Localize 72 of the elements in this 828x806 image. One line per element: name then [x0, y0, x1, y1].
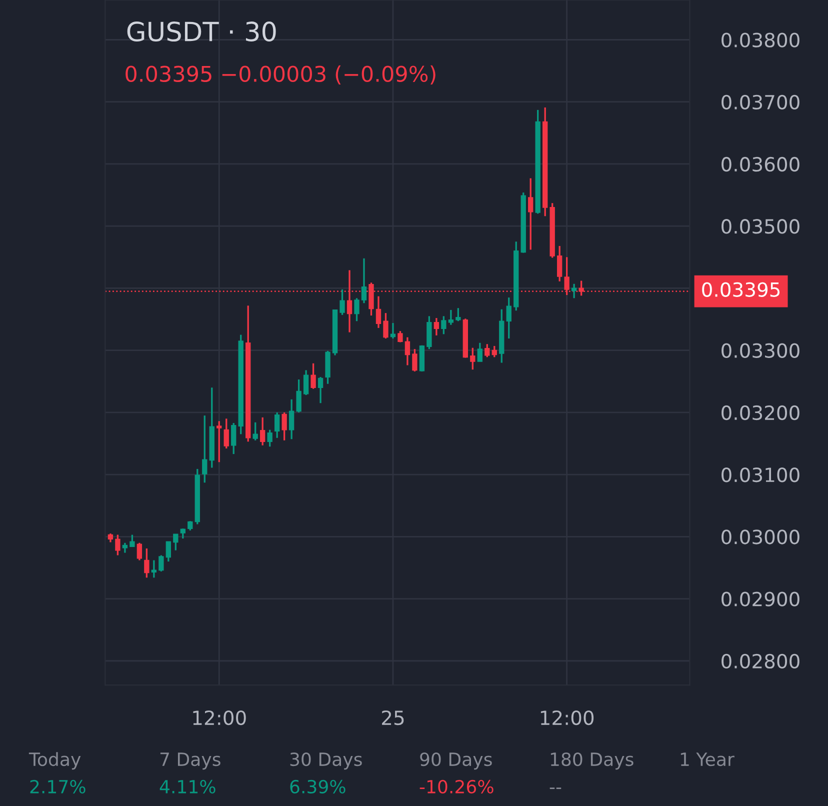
- candlestick: [260, 416, 266, 446]
- text: 4.11%: [160, 780, 216, 794]
- candlestick: [122, 542, 128, 554]
- candlestick: [506, 296, 512, 340]
- y-tick-label: 0.03300: [722, 343, 800, 358]
- candlestick: [231, 422, 236, 455]
- candlestick: [158, 554, 164, 572]
- candlestick: [115, 534, 120, 556]
- candlestick: [130, 534, 135, 548]
- candlestick: [441, 315, 446, 335]
- y-tick-label: 0.03600: [722, 156, 800, 172]
- y-tick-label: 0.03500: [722, 219, 800, 234]
- candlestick: [528, 177, 534, 251]
- candlestick: [404, 336, 410, 366]
- y-tick-label: 0.02800: [722, 654, 800, 669]
- text: 90 Days: [420, 752, 492, 770]
- candlestick: [361, 258, 367, 304]
- candlestick: [571, 283, 577, 299]
- y-tick-label: 0.03700: [722, 94, 800, 110]
- x-tick-label: 12:00: [540, 710, 594, 726]
- candlestick: [412, 348, 418, 372]
- text: 180 Days: [550, 752, 634, 770]
- candlestick: [477, 342, 482, 362]
- candlestick: [173, 533, 178, 552]
- ref-line-label: 0.03395: [702, 282, 780, 297]
- text: --: [550, 788, 562, 790]
- candlestick: [354, 297, 360, 322]
- y-tick-label: 0.03100: [722, 467, 800, 482]
- candlestick: [144, 548, 150, 578]
- text: 1 Year: [680, 752, 734, 766]
- candlestick: [136, 542, 142, 562]
- candlestick: [267, 428, 272, 448]
- candlestick: [318, 376, 324, 404]
- text: 30 Days: [290, 752, 362, 770]
- text: 2.17%: [30, 780, 86, 794]
- candlestick: [456, 307, 461, 322]
- text: GUSDT · 30: [127, 22, 276, 42]
- candlestick: [216, 420, 222, 463]
- candlestick: [282, 412, 287, 442]
- candlestick: [470, 346, 476, 370]
- text: -10.26%: [420, 780, 494, 794]
- candlestick: [448, 309, 454, 326]
- candlestick: [288, 398, 294, 440]
- candlestick: [383, 312, 388, 340]
- candlestick: [252, 422, 258, 442]
- candlestick: [434, 317, 440, 336]
- candlestick: [556, 245, 562, 282]
- y-tick-label: 0.03200: [722, 405, 800, 420]
- candlestick: [390, 322, 396, 340]
- candlestick: [224, 418, 229, 450]
- y-tick-label: 0.02900: [722, 592, 800, 606]
- text: 0.03395 −0.00003 (−0.09%): [126, 65, 436, 85]
- candlestick: [303, 369, 309, 396]
- candlestick: [274, 412, 280, 439]
- candlestick: [296, 378, 302, 414]
- y-tick-label: 0.03800: [722, 32, 800, 48]
- text: 6.39%: [290, 780, 346, 794]
- text: Today: [28, 752, 81, 770]
- candlestick: [151, 559, 157, 578]
- y-tick-label: 0.03000: [722, 530, 800, 544]
- candlestick: [340, 288, 345, 316]
- candlestick: [180, 528, 186, 540]
- candlestick: [202, 414, 208, 484]
- candlestick: [166, 540, 172, 562]
- x-tick-label: 12:00: [193, 710, 246, 726]
- candlestick: [188, 520, 193, 532]
- candlestick: [376, 295, 382, 329]
- candlestick: [484, 343, 490, 358]
- x-tick-label: 25: [382, 710, 404, 726]
- candlestick: [310, 362, 316, 390]
- text: 7 Days: [160, 752, 220, 770]
- candlestick: [492, 345, 497, 358]
